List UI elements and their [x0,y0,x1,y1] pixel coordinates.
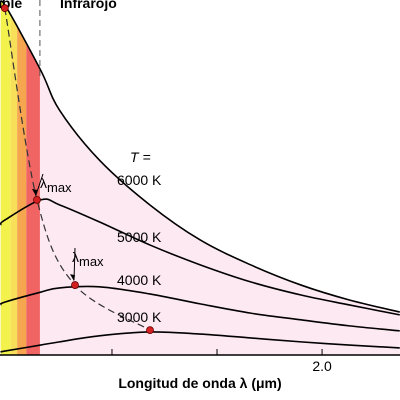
color-band [26,1,40,355]
wien-curve [4,8,151,331]
annotation-arrow [73,247,76,281]
arrow-head [70,274,75,282]
series-label: 6000 K [117,172,162,188]
peak-marker [146,326,154,335]
background [0,1,400,355]
annotation-subscript: max [79,254,104,269]
annotation: λmax [40,175,72,195]
annotation-subscript: max [47,180,72,195]
annotation-symbol: λ [40,175,47,191]
x-axis-label: Longitud de onda λ (μm) [118,375,281,391]
color-band [10,1,18,355]
visible-bands [0,1,40,355]
annotation: λmax [72,249,104,269]
series-label: 3000 K [117,309,162,325]
series-label: 5000 K [117,229,162,245]
arrow-head [31,188,37,196]
peak-marker [0,4,9,13]
series-label: 4000 K [117,272,162,288]
annotation-arrow [35,173,44,196]
area-fill [0,1,400,355]
peak-marker [33,195,41,204]
region-label: Infrarojo [60,0,117,11]
x-tick-label: 2.0 [312,358,332,374]
curve [0,0,400,313]
temperature-label: T = [130,149,151,165]
curve [0,285,400,332]
annotation-symbol: λ [72,249,79,265]
color-band [17,1,27,355]
region-label: ible [0,0,22,11]
curve [0,198,400,316]
peak-marker [71,281,79,289]
color-band [0,1,11,355]
